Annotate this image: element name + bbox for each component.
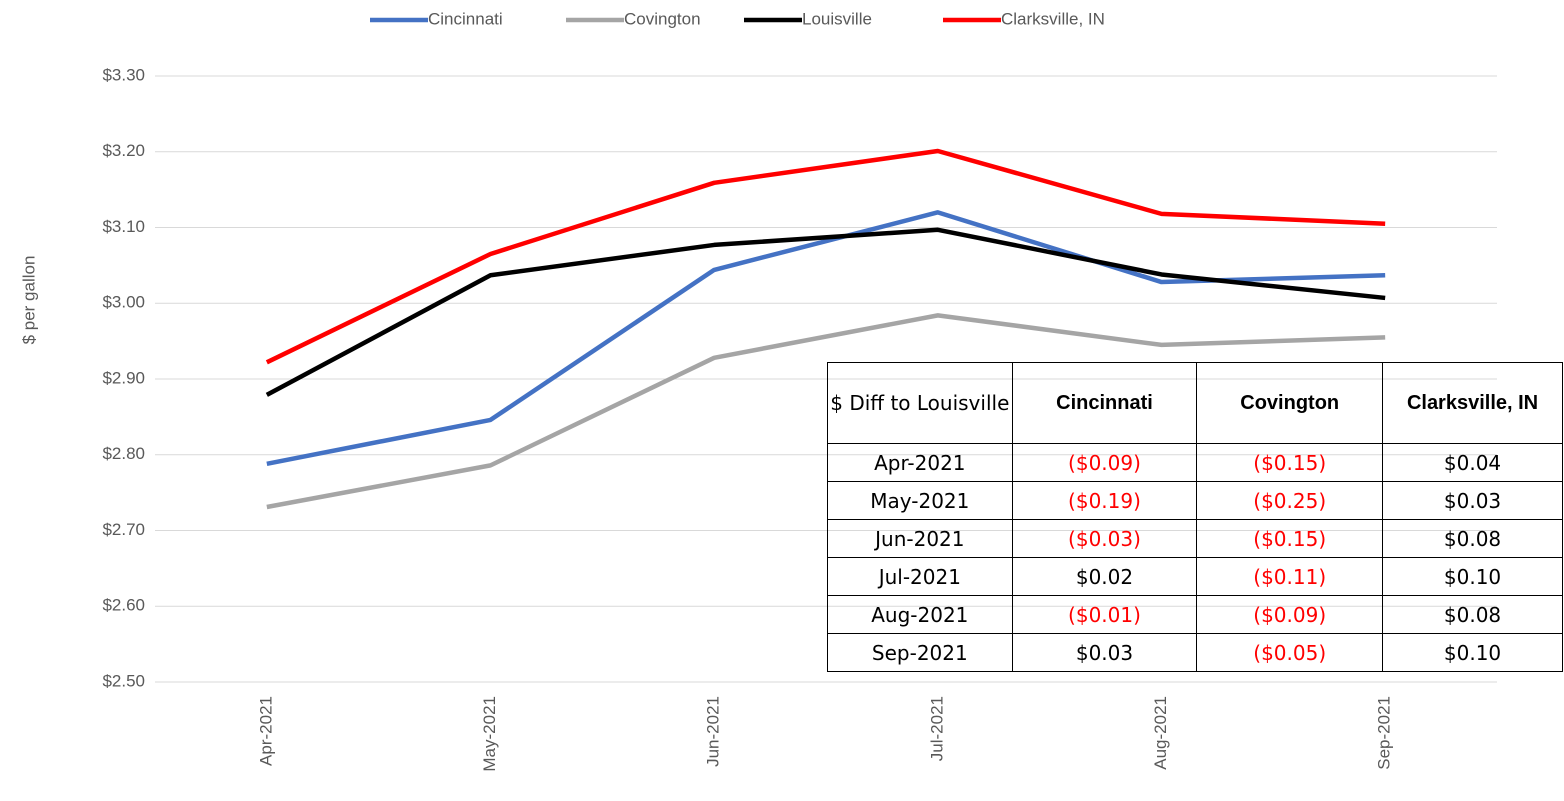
- legend-label: Louisville: [802, 9, 872, 28]
- table-cell: ($0.05): [1196, 633, 1384, 672]
- x-tick-label: May-2021: [480, 696, 499, 772]
- legend-label: Clarksville, IN: [1001, 9, 1105, 28]
- header-row: $ Diff to Louisville Cincinnati Covington C…: [827, 362, 1563, 444]
- x-tick-label: Sep-2021: [1375, 696, 1394, 770]
- legend-label: Cincinnati: [428, 9, 503, 28]
- table-cell: $0.10: [1382, 557, 1563, 596]
- y-tick-label: $3.10: [102, 217, 145, 236]
- series-line: [266, 210, 1386, 467]
- table-cell: Jul-2021: [827, 557, 1013, 596]
- x-tick-label: Jun-2021: [704, 696, 723, 767]
- table-row: Apr-2021 ($0.09) ($0.15) $0.04: [827, 443, 1563, 482]
- y-tick-label: $2.60: [102, 596, 145, 615]
- table-row: Sep-2021 $0.03 ($0.05) $0.10: [827, 633, 1563, 672]
- table-cell: ($0.09): [1196, 595, 1384, 634]
- diff-table: $ Diff to Louisville Cincinnati Covington C…: [827, 362, 1563, 672]
- table-cell: ($0.03): [1011, 519, 1198, 558]
- y-tick-label: $2.80: [102, 444, 145, 463]
- table-cell: ($0.11): [1196, 557, 1384, 596]
- table-cell: ($0.15): [1196, 519, 1384, 558]
- header-cell: $ Diff to Louisville: [827, 362, 1013, 444]
- x-tick-label: Jul-2021: [927, 696, 946, 761]
- series-line: [266, 313, 1386, 510]
- table-cell: ($0.15): [1196, 443, 1384, 482]
- header-cell: Clarksville, IN: [1382, 362, 1563, 444]
- table-row: May-2021 ($0.19) ($0.25) $0.03: [827, 481, 1563, 520]
- y-tick-label: $3.00: [102, 293, 145, 312]
- y-axis-label: $ per gallon: [19, 256, 38, 345]
- table-cell: $0.10: [1382, 633, 1563, 672]
- table-cell: $0.08: [1382, 519, 1563, 558]
- y-tick-label: $2.90: [102, 368, 145, 387]
- table-row: Aug-2021 ($0.01) ($0.09) $0.08: [827, 595, 1563, 634]
- table-row: Jul-2021 $0.02 ($0.11) $0.10: [827, 557, 1563, 596]
- legend-label: Covington: [624, 9, 701, 28]
- table-cell: $0.08: [1382, 595, 1563, 634]
- table-cell: ($0.01): [1011, 595, 1198, 634]
- header-cell: Cincinnati: [1011, 362, 1198, 444]
- table-cell: $0.03: [1011, 633, 1198, 672]
- table-cell: $0.04: [1382, 443, 1563, 482]
- table-cell: Apr-2021: [827, 443, 1013, 482]
- table-cell: ($0.25): [1196, 481, 1384, 520]
- y-tick-label: $2.70: [102, 520, 145, 539]
- table-cell: Aug-2021: [827, 595, 1013, 634]
- table-cell: $0.02: [1011, 557, 1198, 596]
- x-tick-label: Aug-2021: [1151, 696, 1170, 770]
- table-cell: Jun-2021: [827, 519, 1013, 558]
- table-cell: May-2021: [827, 481, 1013, 520]
- table-cell: Sep-2021: [827, 633, 1013, 672]
- y-tick-label: $3.30: [102, 65, 145, 84]
- series-line: [265, 227, 1386, 397]
- table-cell: ($0.09): [1011, 443, 1198, 482]
- table-cell: ($0.19): [1011, 481, 1198, 520]
- table-row: Jun-2021 ($0.03) ($0.15) $0.08: [827, 519, 1563, 558]
- header-cell: Covington: [1196, 362, 1384, 444]
- series-line: [265, 148, 1386, 365]
- x-tick-label: Apr-2021: [256, 696, 275, 766]
- y-tick-label: $2.50: [102, 671, 145, 690]
- y-tick-label: $3.20: [102, 141, 145, 160]
- table-cell: $0.03: [1382, 481, 1563, 520]
